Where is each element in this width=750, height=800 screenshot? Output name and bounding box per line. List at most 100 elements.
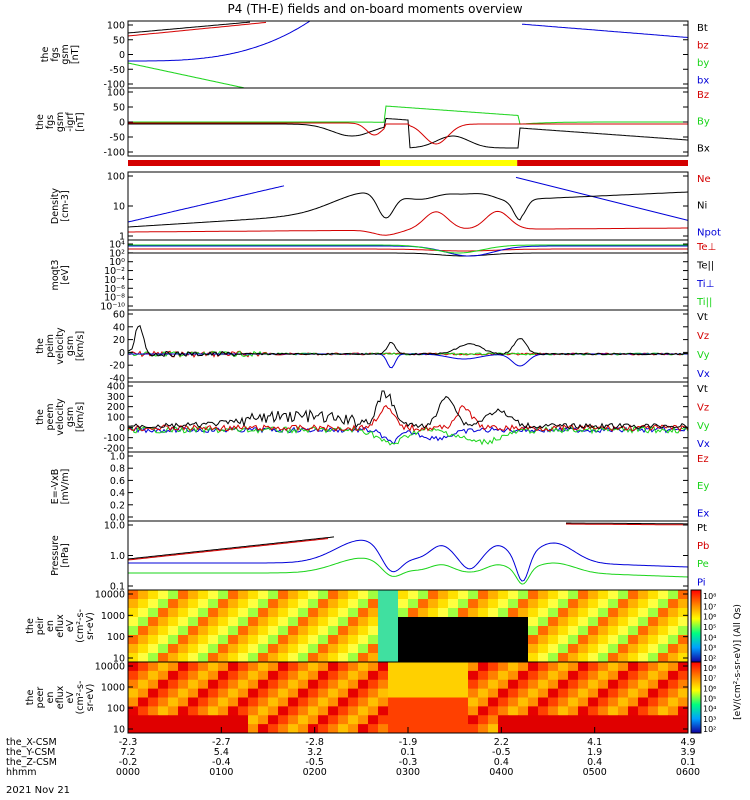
spectrogram-cell [398,599,409,609]
spectrogram-cell [148,662,159,672]
spectrogram-cell [278,644,289,654]
spectrogram-cell [608,617,619,627]
spectrogram-cell [668,662,679,672]
x-axis-value: 0.4 [494,757,509,768]
spectrogram-cell [648,590,659,600]
series-line-Pt [128,522,688,560]
colorbar-strip [690,589,702,663]
spectrogram-cell [138,724,149,733]
spectrogram-cell [578,590,589,600]
spectrogram-cell [548,608,559,618]
legend-entry: Vy [697,350,710,361]
spectrogram-cell [398,590,409,600]
series-line-bz [128,21,688,62]
figure-title: P4 (TH-E) fields and on-board moments ov… [227,2,522,16]
y-axis-label: the peem velocity gsm [km/s] [35,398,86,436]
spectrogram-cell [208,688,219,699]
spectrogram-cell [158,626,169,636]
spectrogram-cell [538,724,549,733]
y-tick-label: 50 [113,103,125,114]
spectrogram-cell [678,608,688,618]
spectrogram-cell [208,617,219,627]
spectrogram-cell [498,715,509,725]
spectrogram-cell [348,724,359,733]
x-axis-value: -0.5 [492,747,511,758]
spectrogram-cell [368,688,379,699]
spectrogram-cell [658,724,669,733]
spectrogram-cell [458,635,469,645]
spectrogram-cell [608,644,619,654]
spectrogram-cell [338,599,349,609]
spectrogram-cell [548,599,559,609]
spectrogram-cell [248,626,259,636]
spectrogram-cell [608,688,619,699]
colorbar-tick-label: 10⁴ [703,633,716,642]
spectrogram-cell [188,724,199,733]
spectrogram-cell [308,653,319,662]
spectrogram-cell [628,626,639,636]
spectrogram-cell [308,688,319,699]
spectrogram-cell [378,626,389,636]
spectrogram-cell [538,697,549,707]
y-axis-label-line: velocity [55,327,66,365]
spectrogram-cell [368,724,379,733]
spectrogram-cell [558,697,569,707]
x-axis-value: 5.4 [214,747,229,758]
spectrogram-cell [298,590,309,600]
spectrogram-cell [518,688,529,699]
series-line-Ti⊥ [128,245,688,257]
y-axis-label-line: en [45,620,56,632]
y-axis-label-line: the [35,338,46,354]
spectrogram-cell [378,617,389,627]
spectrogram-cell [468,697,479,707]
spectrogram-cell [388,670,399,681]
spectrogram-cell [678,670,688,681]
spectrogram-cell [268,688,279,699]
spectrogram-cell [228,617,239,627]
y-tick-label: -40 [109,374,125,385]
spectrogram-cell [378,706,389,716]
spectrogram-cell [318,590,329,600]
spectrogram-cell [598,590,609,600]
spectrogram-cell [438,679,449,690]
panel-pressure: 10.0 1.0 0.1 Pressure [nPa] Pt Pb Pe Pi [50,520,709,593]
spectrogram-cell [278,715,289,725]
spectrogram-cell [208,662,219,672]
spectrogram-cell [638,608,649,618]
spectrogram-cell [148,653,159,662]
spectrogram-cell [428,697,439,707]
spectrogram-cell [248,635,259,645]
spectrogram-cell [508,662,519,672]
spectrogram-cell [168,653,179,662]
panel-fgs-gsm: 100 50 0 -50 -100 the fgs gsm [nT] Bt bz by bx [40,20,709,91]
y-axis-label-line: [mV/m] [60,469,71,505]
spectrogram-cell [548,724,559,733]
spectrogram-cell [138,697,149,707]
spectrogram-cell [458,617,469,627]
spectrogram-cell [298,608,309,618]
spectrogram-cell [298,599,309,609]
y-axis-label-line: the [35,409,46,425]
spectrogram-cell [228,644,239,654]
spectrogram-cell [378,697,389,707]
spectrogram-cell [458,599,469,609]
spectrogram-cell [378,715,389,725]
panel-frame [127,451,689,522]
spectrogram-cell [258,653,269,662]
spectrogram-cell [298,617,309,627]
spectrogram-cell [518,715,529,725]
spectrogram-cell [168,715,179,725]
spectrogram-cell [578,679,589,690]
spectrogram-cell [618,644,629,654]
y-tick-label: 400 [107,382,125,393]
spectrogram-cell [188,688,199,699]
spectrogram-cell [598,724,609,733]
spectrogram-cell [558,662,569,672]
spectrogram-cell [638,626,649,636]
y-tick-label: 10² [109,248,125,259]
spectrogram-cell [428,706,439,716]
spectrogram-cell [398,653,409,662]
spectrogram-cell [298,679,309,690]
spectrogram-cell [268,715,279,725]
spectrogram-cell [668,608,679,618]
